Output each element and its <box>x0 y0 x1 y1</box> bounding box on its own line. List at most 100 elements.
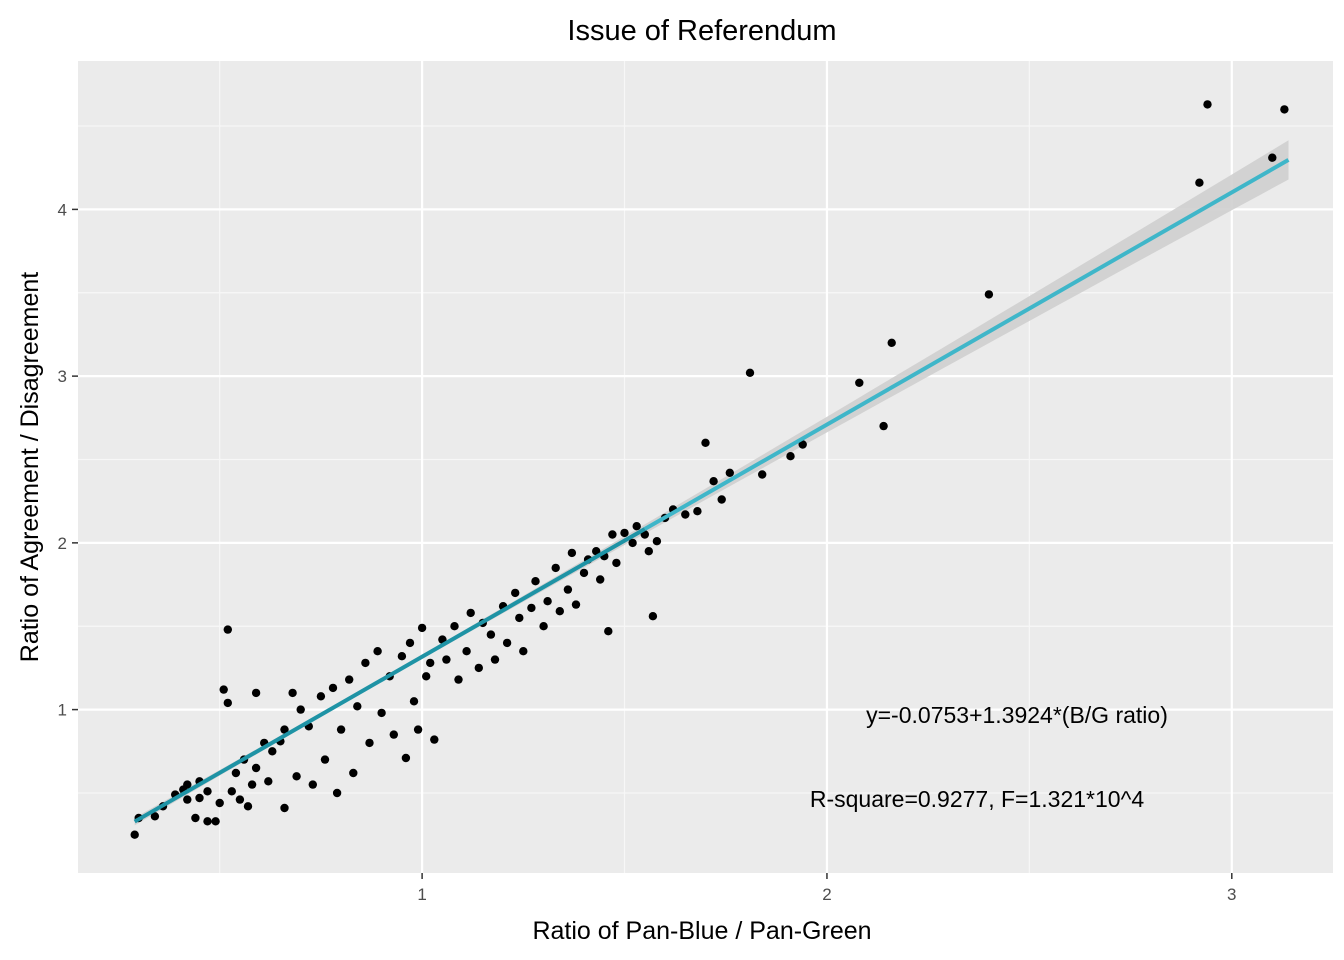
data-point <box>620 528 629 538</box>
x-axis-title: Ratio of Pan-Blue / Pan-Green <box>532 917 871 945</box>
data-point <box>855 378 864 387</box>
data-points <box>130 100 1289 839</box>
data-point <box>462 647 471 656</box>
data-point <box>422 672 431 681</box>
data-point <box>292 772 301 781</box>
data-point <box>349 768 358 778</box>
x-axis-ticks: 1 2 3 <box>417 873 1237 904</box>
data-point <box>798 440 807 449</box>
fit-line-light <box>643 158 1290 531</box>
data-point <box>693 507 702 516</box>
data-point <box>511 588 520 598</box>
data-point <box>984 290 994 299</box>
data-point <box>316 692 326 701</box>
data-point <box>150 812 160 821</box>
data-point <box>426 658 435 668</box>
data-point <box>215 798 224 808</box>
y-tick-label: 4 <box>58 200 67 219</box>
y-axis-ticks: 1 2 3 4 <box>58 200 78 720</box>
data-point <box>365 738 374 748</box>
y-tick-label: 3 <box>58 367 67 386</box>
data-point <box>725 468 734 477</box>
data-point <box>203 787 212 796</box>
data-point <box>413 725 423 734</box>
data-point <box>454 675 463 684</box>
data-point <box>288 688 297 698</box>
data-point <box>490 655 500 664</box>
x-tick-label: 1 <box>417 885 426 904</box>
data-point <box>579 568 589 578</box>
data-point <box>308 780 317 789</box>
data-point <box>555 607 564 616</box>
x-tick-label: 3 <box>1227 885 1236 904</box>
data-point <box>887 338 896 347</box>
data-point <box>519 647 528 656</box>
data-point <box>183 780 192 789</box>
data-point <box>717 495 726 504</box>
data-point <box>353 702 362 711</box>
data-point <box>644 547 653 556</box>
data-point <box>247 780 257 789</box>
chart-title: Issue of Referendum <box>567 15 836 47</box>
data-point <box>745 368 755 377</box>
data-point <box>1280 105 1289 114</box>
data-point <box>474 663 483 673</box>
data-point <box>280 803 289 813</box>
data-point <box>296 705 305 714</box>
data-point <box>377 708 386 718</box>
data-point <box>417 623 427 633</box>
data-point <box>1195 178 1204 187</box>
data-point <box>328 683 338 693</box>
data-point <box>596 575 605 584</box>
y-tick-label: 1 <box>58 701 67 720</box>
data-point <box>203 817 212 826</box>
data-point <box>223 698 232 708</box>
data-point <box>551 563 560 573</box>
data-point <box>243 802 253 811</box>
data-point <box>195 793 204 803</box>
data-point <box>515 613 524 623</box>
data-point <box>604 627 613 636</box>
data-point <box>336 725 346 734</box>
data-point <box>389 730 398 739</box>
data-point <box>430 735 439 744</box>
fit-line-dense <box>133 527 646 824</box>
plot-panel <box>78 61 1333 873</box>
data-point <box>612 558 621 568</box>
data-point <box>268 747 277 756</box>
regression-equation: y=-0.0753+1.3924*(B/G ratio) <box>866 702 1168 728</box>
data-point <box>264 777 273 786</box>
data-point <box>879 421 888 431</box>
data-point <box>592 547 601 556</box>
data-point <box>409 697 419 706</box>
data-point <box>231 768 241 778</box>
data-point <box>758 470 767 479</box>
data-point <box>543 597 552 606</box>
data-point <box>251 688 261 698</box>
x-tick-label: 2 <box>822 885 831 904</box>
data-point <box>320 755 330 764</box>
data-point <box>563 585 573 594</box>
data-point <box>280 725 289 734</box>
data-point <box>502 638 512 648</box>
data-point <box>567 548 577 558</box>
data-point <box>527 603 536 613</box>
data-point <box>345 675 354 684</box>
data-point <box>405 638 415 648</box>
y-axis-title: Ratio of Agreement / Disagreement <box>16 272 44 663</box>
data-point <box>466 608 475 618</box>
data-point <box>450 622 459 631</box>
data-point <box>235 795 245 804</box>
data-point <box>130 830 139 839</box>
data-point <box>1268 153 1277 162</box>
data-point <box>361 658 370 668</box>
data-point <box>332 788 342 798</box>
data-point <box>531 577 540 586</box>
data-point <box>648 612 658 621</box>
fit-line <box>133 158 1290 824</box>
y-tick-label: 2 <box>58 534 67 553</box>
data-point <box>652 537 662 546</box>
data-point <box>608 530 617 539</box>
data-point <box>701 438 710 447</box>
data-point <box>227 787 236 796</box>
